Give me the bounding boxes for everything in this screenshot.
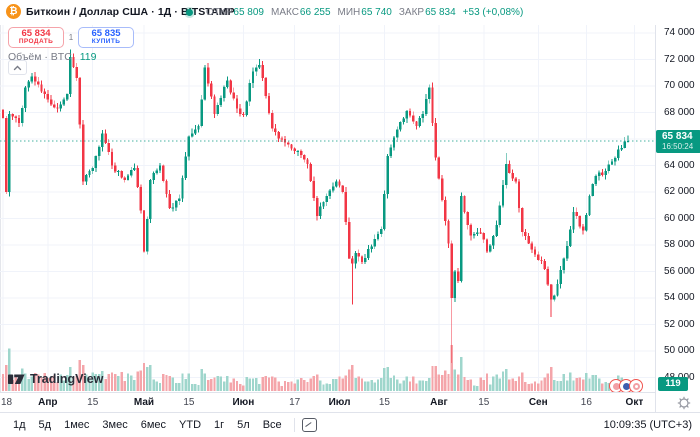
range-button-5d[interactable]: 5д <box>38 419 52 431</box>
range-button-6m[interactable]: 6мес <box>140 419 167 431</box>
price-tick: 74 000 <box>664 27 695 38</box>
volume-legend-value: 119 <box>79 51 97 63</box>
time-tick: 15 <box>378 397 390 408</box>
time-tick-labels: 18 Апр 15 Май 15 Июн 17 Июл 15 Авг 15 Сен 16 Окт <box>0 393 655 413</box>
watermark-text: TradingView <box>30 372 104 386</box>
time-tick: Июн <box>232 397 255 408</box>
change-value: +53 (+0,08%) <box>462 7 524 18</box>
range-button-all[interactable]: Все <box>262 419 282 431</box>
candlestick-chart[interactable] <box>0 25 655 392</box>
range-button-5y[interactable]: 5л <box>237 419 250 431</box>
chart-pane[interactable]: 65 834 ПРОДАТЬ 1 65 835 КУПИТЬ Объём · B… <box>0 25 655 392</box>
price-tick: 56 000 <box>664 265 695 277</box>
price-tick: 50 000 <box>664 345 695 356</box>
price-tick: 62 000 <box>664 186 695 197</box>
range-button-3m[interactable]: 3мес <box>102 419 128 431</box>
tradingview-logo-icon <box>8 374 25 384</box>
price-tick: 64 000 <box>664 159 695 171</box>
market-status-dot <box>186 9 193 16</box>
time-tick: Окт <box>625 397 644 408</box>
current-price-label: 65 834 16:50:24 <box>656 130 700 154</box>
clock-utc[interactable]: 10:09:35 (UTC+3) <box>603 419 692 431</box>
bitcoin-icon: ₿ <box>6 4 21 19</box>
time-tick: 15 <box>183 397 195 408</box>
chevron-up-icon <box>13 65 22 70</box>
range-button-ytd[interactable]: YTD <box>179 419 202 431</box>
time-tick: Сен <box>528 397 548 408</box>
trade-widget: 65 834 ПРОДАТЬ 1 65 835 КУПИТЬ <box>8 27 134 48</box>
range-button-1y[interactable]: 1г <box>214 419 225 431</box>
price-tick: 70 000 <box>664 80 695 91</box>
sell-button[interactable]: 65 834 ПРОДАТЬ <box>8 27 64 48</box>
bar-countdown: 16:50:24 <box>662 142 694 152</box>
time-axis[interactable]: 18 Апр 15 Май 15 Июн 17 Июл 15 Авг 15 Сен 16 Окт <box>0 392 700 412</box>
time-tick: Апр <box>38 397 58 408</box>
event-badge-icon <box>629 379 643 392</box>
price-tick: 60 000 <box>664 212 695 224</box>
time-tick: 16 <box>580 397 592 408</box>
price-tick: 72 000 <box>664 53 695 65</box>
toolbar-divider <box>293 418 295 432</box>
range-button-1d[interactable]: 1д <box>13 419 26 431</box>
buy-price: 65 835 <box>91 28 121 40</box>
price-tick: 68 000 <box>664 106 695 118</box>
current-price-value: 65 834 <box>662 131 693 143</box>
time-tick: 17 <box>289 397 301 408</box>
sell-label: ПРОДАТЬ <box>18 38 54 46</box>
symbol-title[interactable]: Биткоин / Доллар США · 1Д · BITSTAMP <box>26 6 235 18</box>
bottom-toolbar: 1д 5д 1мес 3мес 6мес YTD 1г 5л Все 10:09… <box>0 412 700 437</box>
time-tick: 15 <box>87 397 99 408</box>
time-tick: Авг <box>430 397 448 408</box>
buy-button[interactable]: 65 835 КУПИТЬ <box>78 27 134 48</box>
time-tick: 18 <box>1 397 13 408</box>
sell-price: 65 834 <box>21 28 51 40</box>
high-field: МАКС66 255 <box>270 7 331 18</box>
gear-icon[interactable] <box>677 396 691 410</box>
ohlc-values: ОТКР65 809 МАКС66 255 МИН65 740 ЗАКР65 8… <box>206 7 523 18</box>
price-tick: 54 000 <box>664 292 695 303</box>
symbol-header: ₿ Биткоин / Доллар США · 1Д · BITSTAMP О… <box>0 0 700 25</box>
go-to-date-icon[interactable] <box>301 418 317 432</box>
time-tick: 15 <box>478 397 490 408</box>
low-field: МИН65 740 <box>337 7 392 18</box>
open-field: ОТКР65 809 <box>206 7 264 18</box>
time-tick: Май <box>133 397 155 408</box>
close-field: ЗАКР65 834 <box>398 7 456 18</box>
tradingview-watermark[interactable]: TradingView <box>8 372 103 386</box>
pane-collapse-button[interactable] <box>8 60 27 75</box>
event-markers[interactable] <box>609 379 643 392</box>
price-tick: 58 000 <box>664 239 695 250</box>
price-tick: 52 000 <box>664 318 695 330</box>
volume-axis-badge: 119 <box>658 377 688 391</box>
time-tick: Июл <box>328 397 351 408</box>
buy-label: КУПИТЬ <box>91 38 121 46</box>
spread-value: 1 <box>68 33 74 42</box>
range-button-1m[interactable]: 1мес <box>64 419 90 431</box>
